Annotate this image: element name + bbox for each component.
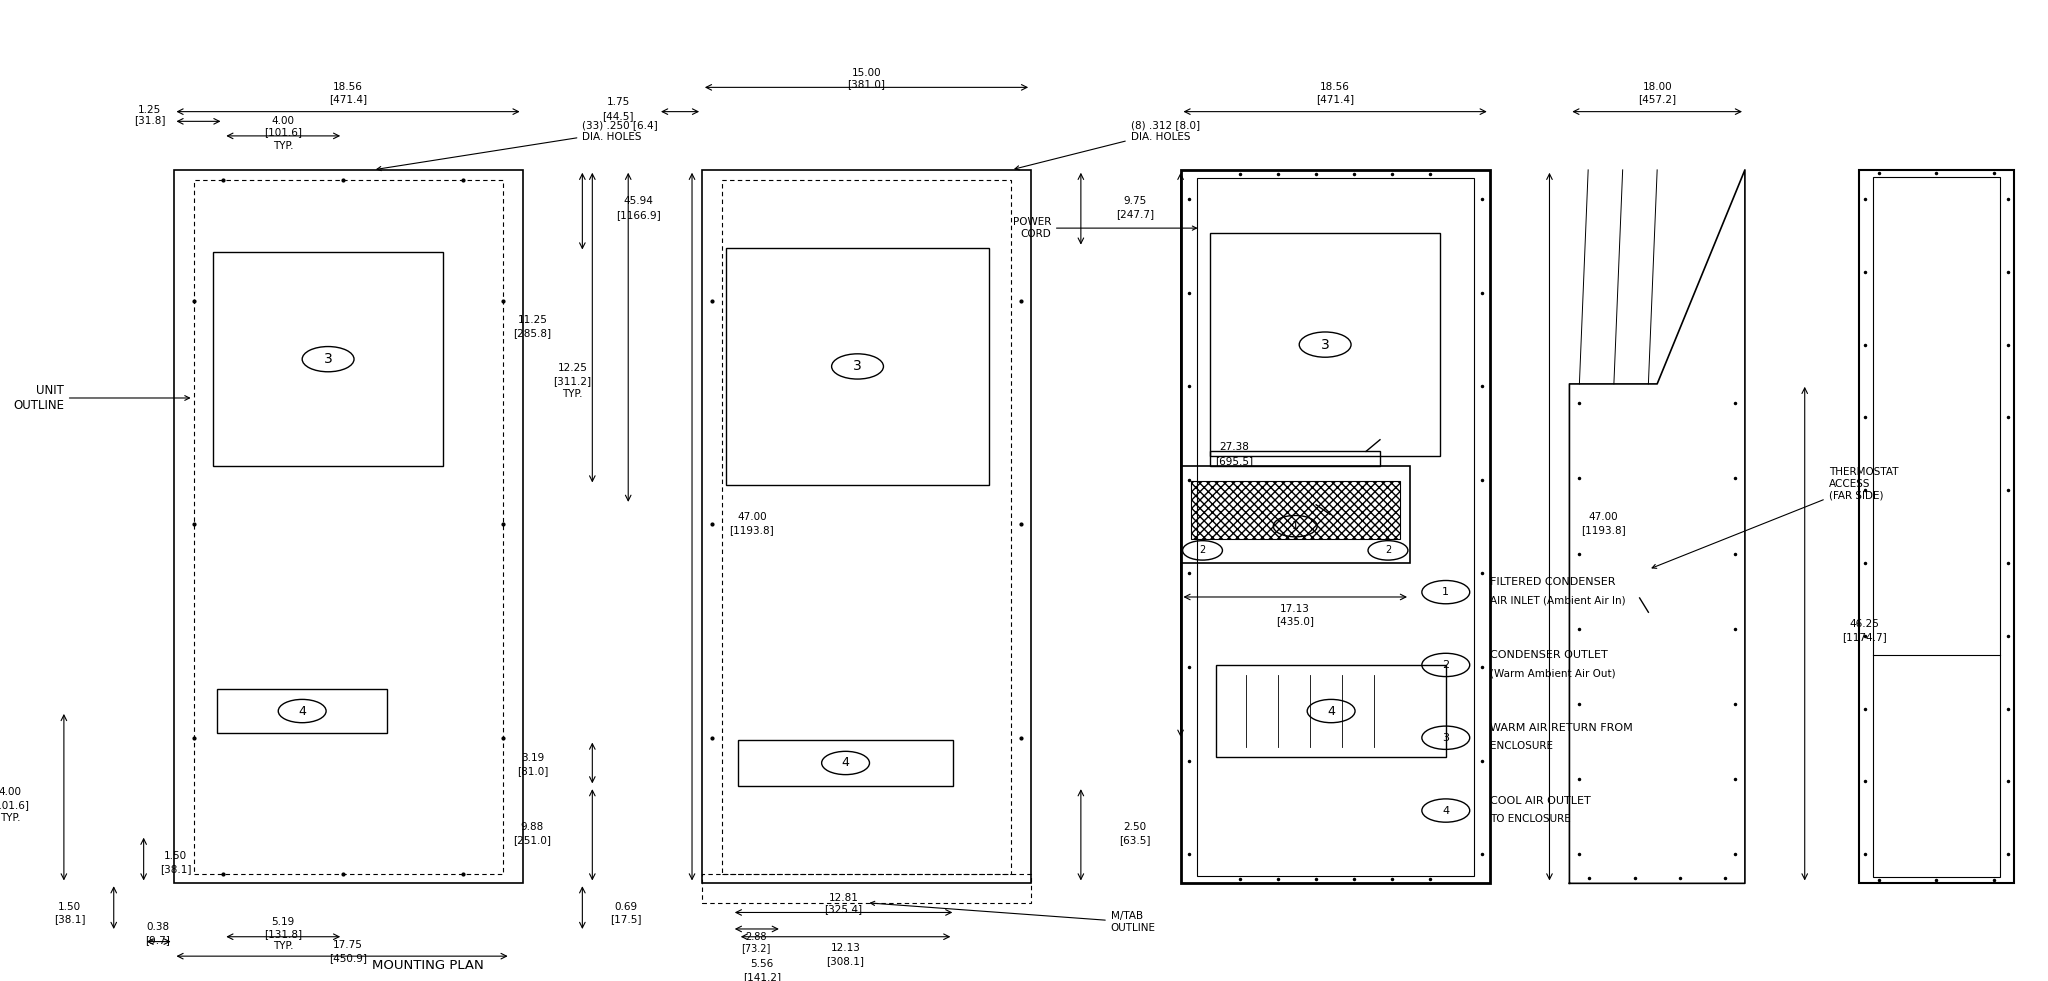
Bar [213, 252, 442, 466]
Text: [381.0]: [381.0] [848, 79, 885, 89]
Text: FILTERED CONDENSER: FILTERED CONDENSER [1489, 578, 1616, 588]
Bar [702, 874, 1030, 903]
Bar [723, 180, 1012, 874]
Text: 1.25: 1.25 [137, 105, 162, 115]
Text: [17.5]: [17.5] [610, 914, 641, 924]
Text: 17.13: 17.13 [1280, 603, 1311, 614]
Text: 2: 2 [1200, 545, 1206, 555]
Text: 1: 1 [1442, 588, 1450, 597]
Text: 18.00: 18.00 [1642, 82, 1671, 92]
Text: UNIT
OUTLINE: UNIT OUTLINE [12, 384, 190, 412]
Text: 2.50: 2.50 [1122, 822, 1147, 832]
Text: (Warm Ambient Air Out): (Warm Ambient Air Out) [1489, 669, 1616, 679]
Text: [101.6]: [101.6] [264, 127, 303, 137]
Text: [1193.8]: [1193.8] [1581, 526, 1626, 536]
Text: [695.5]: [695.5] [1214, 455, 1253, 466]
Text: [435.0]: [435.0] [1276, 616, 1315, 626]
Polygon shape [1569, 170, 1745, 883]
Text: 18.56: 18.56 [1321, 82, 1350, 92]
Text: 3: 3 [324, 352, 332, 366]
Text: [311.2]: [311.2] [553, 376, 592, 386]
Text: THERMOSTAT
ACCESS
(FAR SIDE): THERMOSTAT ACCESS (FAR SIDE) [1653, 467, 1898, 568]
Text: 3: 3 [854, 359, 862, 374]
Text: 18.56: 18.56 [334, 82, 362, 92]
Text: 27.38: 27.38 [1219, 442, 1249, 452]
Text: (33) .250 [6.4]
DIA. HOLES: (33) .250 [6.4] DIA. HOLES [377, 121, 657, 171]
Text: [251.0]: [251.0] [514, 835, 551, 845]
Text: 47.00: 47.00 [1589, 512, 1618, 522]
Text: [31.8]: [31.8] [133, 116, 166, 126]
Text: 1: 1 [1292, 521, 1298, 531]
Text: 47.00: 47.00 [737, 512, 766, 522]
Text: 4: 4 [842, 756, 850, 769]
Text: [131.8]: [131.8] [264, 929, 303, 939]
Text: [471.4]: [471.4] [1317, 94, 1354, 104]
Bar [1217, 665, 1446, 757]
Text: [308.1]: [308.1] [827, 956, 864, 966]
Text: 4: 4 [1442, 805, 1450, 815]
Text: [450.9]: [450.9] [330, 954, 367, 963]
Text: 0.69: 0.69 [614, 902, 637, 911]
Bar [1860, 170, 2013, 883]
Text: 3: 3 [1442, 733, 1450, 743]
Text: [285.8]: [285.8] [514, 329, 551, 338]
Text: 3.19: 3.19 [520, 753, 545, 763]
Text: [38.1]: [38.1] [160, 864, 190, 874]
Text: 46.25: 46.25 [1849, 619, 1880, 629]
Text: 11.25: 11.25 [518, 315, 547, 325]
Text: [247.7]: [247.7] [1116, 210, 1153, 220]
Bar [725, 247, 989, 486]
Text: [1174.7]: [1174.7] [1841, 633, 1886, 643]
Text: COOL AIR OUTLET: COOL AIR OUTLET [1489, 796, 1591, 805]
Text: POWER
CORD: POWER CORD [1012, 218, 1196, 239]
Text: (8) .312 [8.0]
DIA. HOLES: (8) .312 [8.0] DIA. HOLES [1016, 121, 1200, 170]
Text: [63.5]: [63.5] [1118, 835, 1151, 845]
Text: 3: 3 [1321, 337, 1329, 351]
Text: WARM AIR RETURN FROM: WARM AIR RETURN FROM [1489, 723, 1632, 733]
Text: MOUNTING PLAN: MOUNTING PLAN [373, 959, 483, 972]
Text: 5.19: 5.19 [272, 917, 295, 927]
Bar [737, 740, 952, 787]
Bar [1180, 466, 1409, 563]
Text: [141.2]: [141.2] [743, 972, 780, 981]
Text: 45.94: 45.94 [623, 196, 653, 206]
Text: TO ENCLOSURE: TO ENCLOSURE [1489, 814, 1571, 824]
Bar [1196, 178, 1475, 876]
Text: 4: 4 [1327, 704, 1335, 717]
Text: 2: 2 [1384, 545, 1391, 555]
Text: 2: 2 [1442, 660, 1450, 670]
Text: [457.2]: [457.2] [1638, 94, 1675, 104]
Text: 1.75: 1.75 [606, 97, 631, 107]
Text: [1193.8]: [1193.8] [729, 526, 774, 536]
Text: ENCLOSURE: ENCLOSURE [1489, 742, 1552, 751]
Text: 12.81: 12.81 [829, 893, 858, 903]
Bar [1180, 170, 1489, 883]
Text: [73.2]: [73.2] [741, 944, 770, 954]
Text: 0.38: 0.38 [145, 922, 170, 932]
Bar [193, 180, 502, 874]
Text: [1166.9]: [1166.9] [616, 210, 662, 220]
Text: 9.88: 9.88 [520, 822, 545, 832]
Text: 1.50: 1.50 [57, 902, 82, 911]
Text: [325.4]: [325.4] [825, 904, 862, 914]
Text: [101.6]: [101.6] [0, 800, 29, 810]
Text: TYP.: TYP. [272, 140, 293, 151]
Text: [471.4]: [471.4] [330, 94, 367, 104]
Text: 2.88: 2.88 [745, 932, 766, 942]
Bar [702, 170, 1030, 883]
Bar [1210, 232, 1440, 456]
Bar [1210, 451, 1380, 466]
Text: 4: 4 [299, 704, 305, 717]
Text: 17.75: 17.75 [334, 941, 362, 951]
Text: CONDENSER OUTLET: CONDENSER OUTLET [1489, 650, 1608, 660]
Bar [1190, 481, 1401, 539]
Text: 15.00: 15.00 [852, 68, 881, 77]
Text: [38.1]: [38.1] [53, 914, 86, 924]
Text: [81.0]: [81.0] [516, 766, 549, 776]
Text: 4.00: 4.00 [272, 117, 295, 127]
Bar [1872, 177, 2001, 877]
Text: [9.7]: [9.7] [145, 935, 170, 945]
Bar [217, 690, 387, 733]
Text: 5.56: 5.56 [750, 958, 774, 969]
Text: 9.75: 9.75 [1122, 196, 1147, 206]
